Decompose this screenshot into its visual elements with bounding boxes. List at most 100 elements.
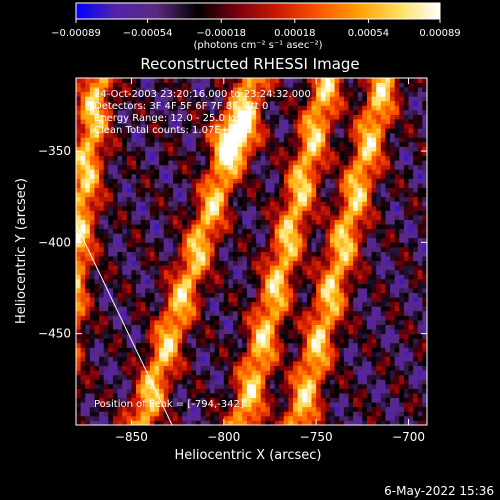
heatmap-cell (94, 315, 100, 321)
heatmap-cell (357, 274, 363, 280)
heatmap-cell (99, 164, 105, 170)
heatmap-cell (302, 132, 308, 138)
heatmap-cell (260, 306, 266, 312)
heatmap-cell (103, 164, 109, 170)
heatmap-cell (191, 347, 197, 353)
heatmap-cell (122, 141, 128, 147)
heatmap-cell (117, 78, 123, 83)
heatmap-cell (265, 228, 271, 234)
heatmap-cell (353, 219, 359, 225)
heatmap-cell (242, 214, 248, 220)
heatmap-cell (186, 251, 192, 257)
heatmap-cell (330, 173, 336, 179)
heatmap-cell (99, 151, 105, 157)
heatmap-cell (99, 420, 105, 425)
heatmap-cell (85, 292, 91, 298)
heatmap-cell (94, 160, 100, 166)
heatmap-cell (334, 288, 340, 293)
heatmap-cell (205, 105, 211, 111)
heatmap-cell (357, 256, 363, 262)
heatmap-cell (242, 365, 248, 371)
heatmap-cell (223, 393, 229, 399)
heatmap-cell (214, 219, 220, 225)
heatmap-cell (353, 251, 359, 257)
heatmap-cell (330, 214, 336, 220)
heatmap-cell (76, 342, 82, 348)
heatmap-cell (209, 87, 215, 93)
heatmap-cell (209, 128, 215, 134)
heatmap-cell (103, 374, 109, 380)
heatmap-cell (339, 356, 345, 362)
heatmap-cell (76, 201, 82, 207)
heatmap-cell (362, 246, 368, 252)
heatmap-cell (265, 196, 271, 202)
heatmap-cell (131, 411, 137, 417)
heatmap-cell (186, 319, 192, 325)
heatmap-cell (288, 123, 294, 129)
heatmap-cell (353, 393, 359, 399)
heatmap-cell (233, 187, 239, 193)
colorbar-tick-label: 0.00089 (419, 28, 460, 39)
heatmap-cell (274, 356, 280, 362)
heatmap-cell (76, 96, 82, 102)
heatmap-cell (316, 319, 322, 325)
heatmap-cell (320, 379, 326, 385)
heatmap-cell (269, 388, 275, 394)
heatmap-cell (186, 201, 192, 207)
heatmap-cell (126, 256, 132, 262)
heatmap-cell (256, 342, 262, 348)
heatmap-cell (334, 379, 340, 385)
heatmap-cell (228, 178, 234, 184)
heatmap-cell (136, 119, 142, 125)
heatmap-cell (246, 141, 252, 147)
heatmap-cell (246, 406, 252, 412)
heatmap-cell (306, 214, 312, 220)
heatmap-cell (131, 329, 137, 335)
heatmap-cell (163, 119, 169, 125)
heatmap-cell (177, 164, 183, 170)
heatmap-cell (353, 329, 359, 335)
heatmap-cell (320, 288, 326, 293)
heatmap-cell (242, 137, 248, 143)
heatmap-cell (145, 319, 151, 325)
heatmap-cell (145, 173, 151, 179)
heatmap-cell (334, 132, 340, 138)
heatmap-cell (131, 365, 137, 371)
heatmap-cell (76, 187, 82, 193)
heatmap-cell (154, 283, 160, 289)
heatmap-cell (122, 169, 128, 175)
heatmap-cell (177, 178, 183, 184)
heatmap-cell (85, 269, 91, 275)
heatmap-cell (269, 214, 275, 220)
heatmap-cell (311, 265, 317, 271)
heatmap-cell (256, 91, 262, 97)
heatmap-cell (126, 91, 132, 97)
heatmap-cell (279, 288, 285, 293)
heatmap-cell (260, 388, 266, 394)
heatmap-cell (196, 347, 202, 353)
heatmap-cell (191, 210, 197, 216)
heatmap-cell (265, 146, 271, 152)
heatmap-cell (112, 361, 118, 367)
heatmap-cell (209, 315, 215, 321)
heatmap-cell (122, 397, 128, 403)
heatmap-cell (182, 91, 188, 97)
heatmap-cell (76, 178, 82, 184)
heatmap-cell (311, 210, 317, 216)
heatmap-cell (297, 146, 303, 152)
heatmap-cell (357, 347, 363, 353)
heatmap-cell (302, 356, 308, 362)
heatmap-cell (209, 78, 215, 83)
heatmap-cell (339, 114, 345, 120)
heatmap-cell (200, 292, 206, 298)
heatmap-cell (269, 292, 275, 298)
heatmap-cell (122, 96, 128, 102)
heatmap-cell (260, 91, 266, 97)
heatmap-cell (343, 301, 349, 307)
heatmap-cell (140, 246, 146, 252)
heatmap-cell (117, 411, 123, 417)
heatmap-cell (149, 132, 155, 138)
heatmap-cell (343, 155, 349, 161)
heatmap-cell (117, 274, 123, 280)
heatmap-cell (154, 265, 160, 271)
